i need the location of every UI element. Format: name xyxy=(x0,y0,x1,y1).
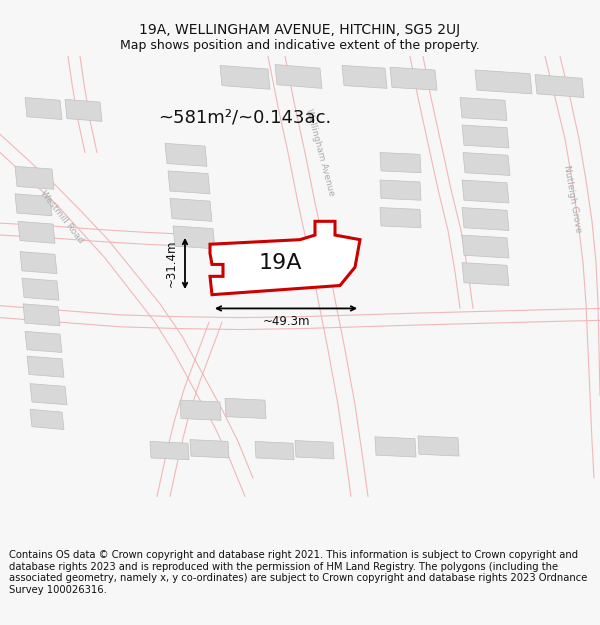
Polygon shape xyxy=(20,252,57,274)
Polygon shape xyxy=(475,70,532,94)
Polygon shape xyxy=(15,194,52,216)
Polygon shape xyxy=(27,356,64,377)
Polygon shape xyxy=(170,198,212,221)
Text: 19A, WELLINGHAM AVENUE, HITCHIN, SG5 2UJ: 19A, WELLINGHAM AVENUE, HITCHIN, SG5 2UJ xyxy=(139,23,461,37)
Polygon shape xyxy=(295,441,334,459)
Polygon shape xyxy=(22,278,59,300)
Polygon shape xyxy=(462,125,509,148)
Polygon shape xyxy=(462,180,509,203)
Text: 19A: 19A xyxy=(258,253,302,272)
Text: Wellingham Avenue: Wellingham Avenue xyxy=(304,108,336,197)
Polygon shape xyxy=(460,98,507,121)
Polygon shape xyxy=(418,436,459,456)
Polygon shape xyxy=(210,221,360,294)
Polygon shape xyxy=(173,226,215,249)
Polygon shape xyxy=(30,384,67,405)
Polygon shape xyxy=(18,221,55,243)
Polygon shape xyxy=(225,398,266,419)
Polygon shape xyxy=(15,166,54,189)
Polygon shape xyxy=(65,99,102,121)
Polygon shape xyxy=(190,439,229,458)
Text: ~49.3m: ~49.3m xyxy=(262,315,310,328)
Polygon shape xyxy=(462,262,509,286)
Polygon shape xyxy=(390,68,437,90)
Polygon shape xyxy=(463,152,510,176)
Polygon shape xyxy=(23,304,60,326)
Polygon shape xyxy=(380,152,421,173)
Polygon shape xyxy=(255,441,294,460)
Text: ~581m²/~0.143ac.: ~581m²/~0.143ac. xyxy=(158,109,332,127)
Polygon shape xyxy=(462,208,509,231)
Polygon shape xyxy=(342,66,387,88)
Text: Nutleigh Grove: Nutleigh Grove xyxy=(562,164,583,233)
Text: Contains OS data © Crown copyright and database right 2021. This information is : Contains OS data © Crown copyright and d… xyxy=(9,550,587,595)
Text: ~31.4m: ~31.4m xyxy=(164,240,178,288)
Text: Westmill Road: Westmill Road xyxy=(38,189,85,245)
Polygon shape xyxy=(375,437,416,457)
Polygon shape xyxy=(30,409,64,429)
Polygon shape xyxy=(275,64,322,88)
Polygon shape xyxy=(165,143,207,166)
Polygon shape xyxy=(380,208,421,227)
Text: Map shows position and indicative extent of the property.: Map shows position and indicative extent… xyxy=(120,39,480,51)
Polygon shape xyxy=(150,441,189,460)
Polygon shape xyxy=(535,74,584,98)
Polygon shape xyxy=(462,235,509,258)
Polygon shape xyxy=(220,66,270,89)
Polygon shape xyxy=(25,331,62,352)
Polygon shape xyxy=(380,180,421,200)
Polygon shape xyxy=(180,400,221,421)
Polygon shape xyxy=(168,171,210,194)
Polygon shape xyxy=(25,98,62,119)
